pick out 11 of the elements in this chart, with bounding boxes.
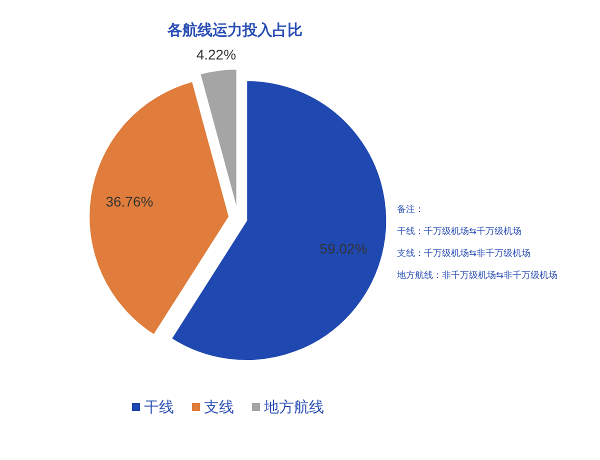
text: 备注： bbox=[397, 204, 424, 214]
text: 干线：千万级机场⇆千万级机场 bbox=[397, 226, 522, 236]
chart-title: 各航线运力投入占比 bbox=[166, 21, 302, 39]
text: 支线：千万级机场⇆非千万级机场 bbox=[397, 248, 531, 258]
data-label: 59.02% bbox=[320, 240, 368, 257]
legend-label: 干线 bbox=[144, 399, 174, 416]
legend-label: 支线 bbox=[204, 399, 234, 416]
legend-label: 地方航线 bbox=[263, 399, 324, 416]
data-label: 36.76% bbox=[106, 194, 154, 210]
text: 地方航线：非千万级机场⇆非千万级机场 bbox=[396, 270, 558, 280]
data-label: 4.22% bbox=[196, 46, 236, 62]
